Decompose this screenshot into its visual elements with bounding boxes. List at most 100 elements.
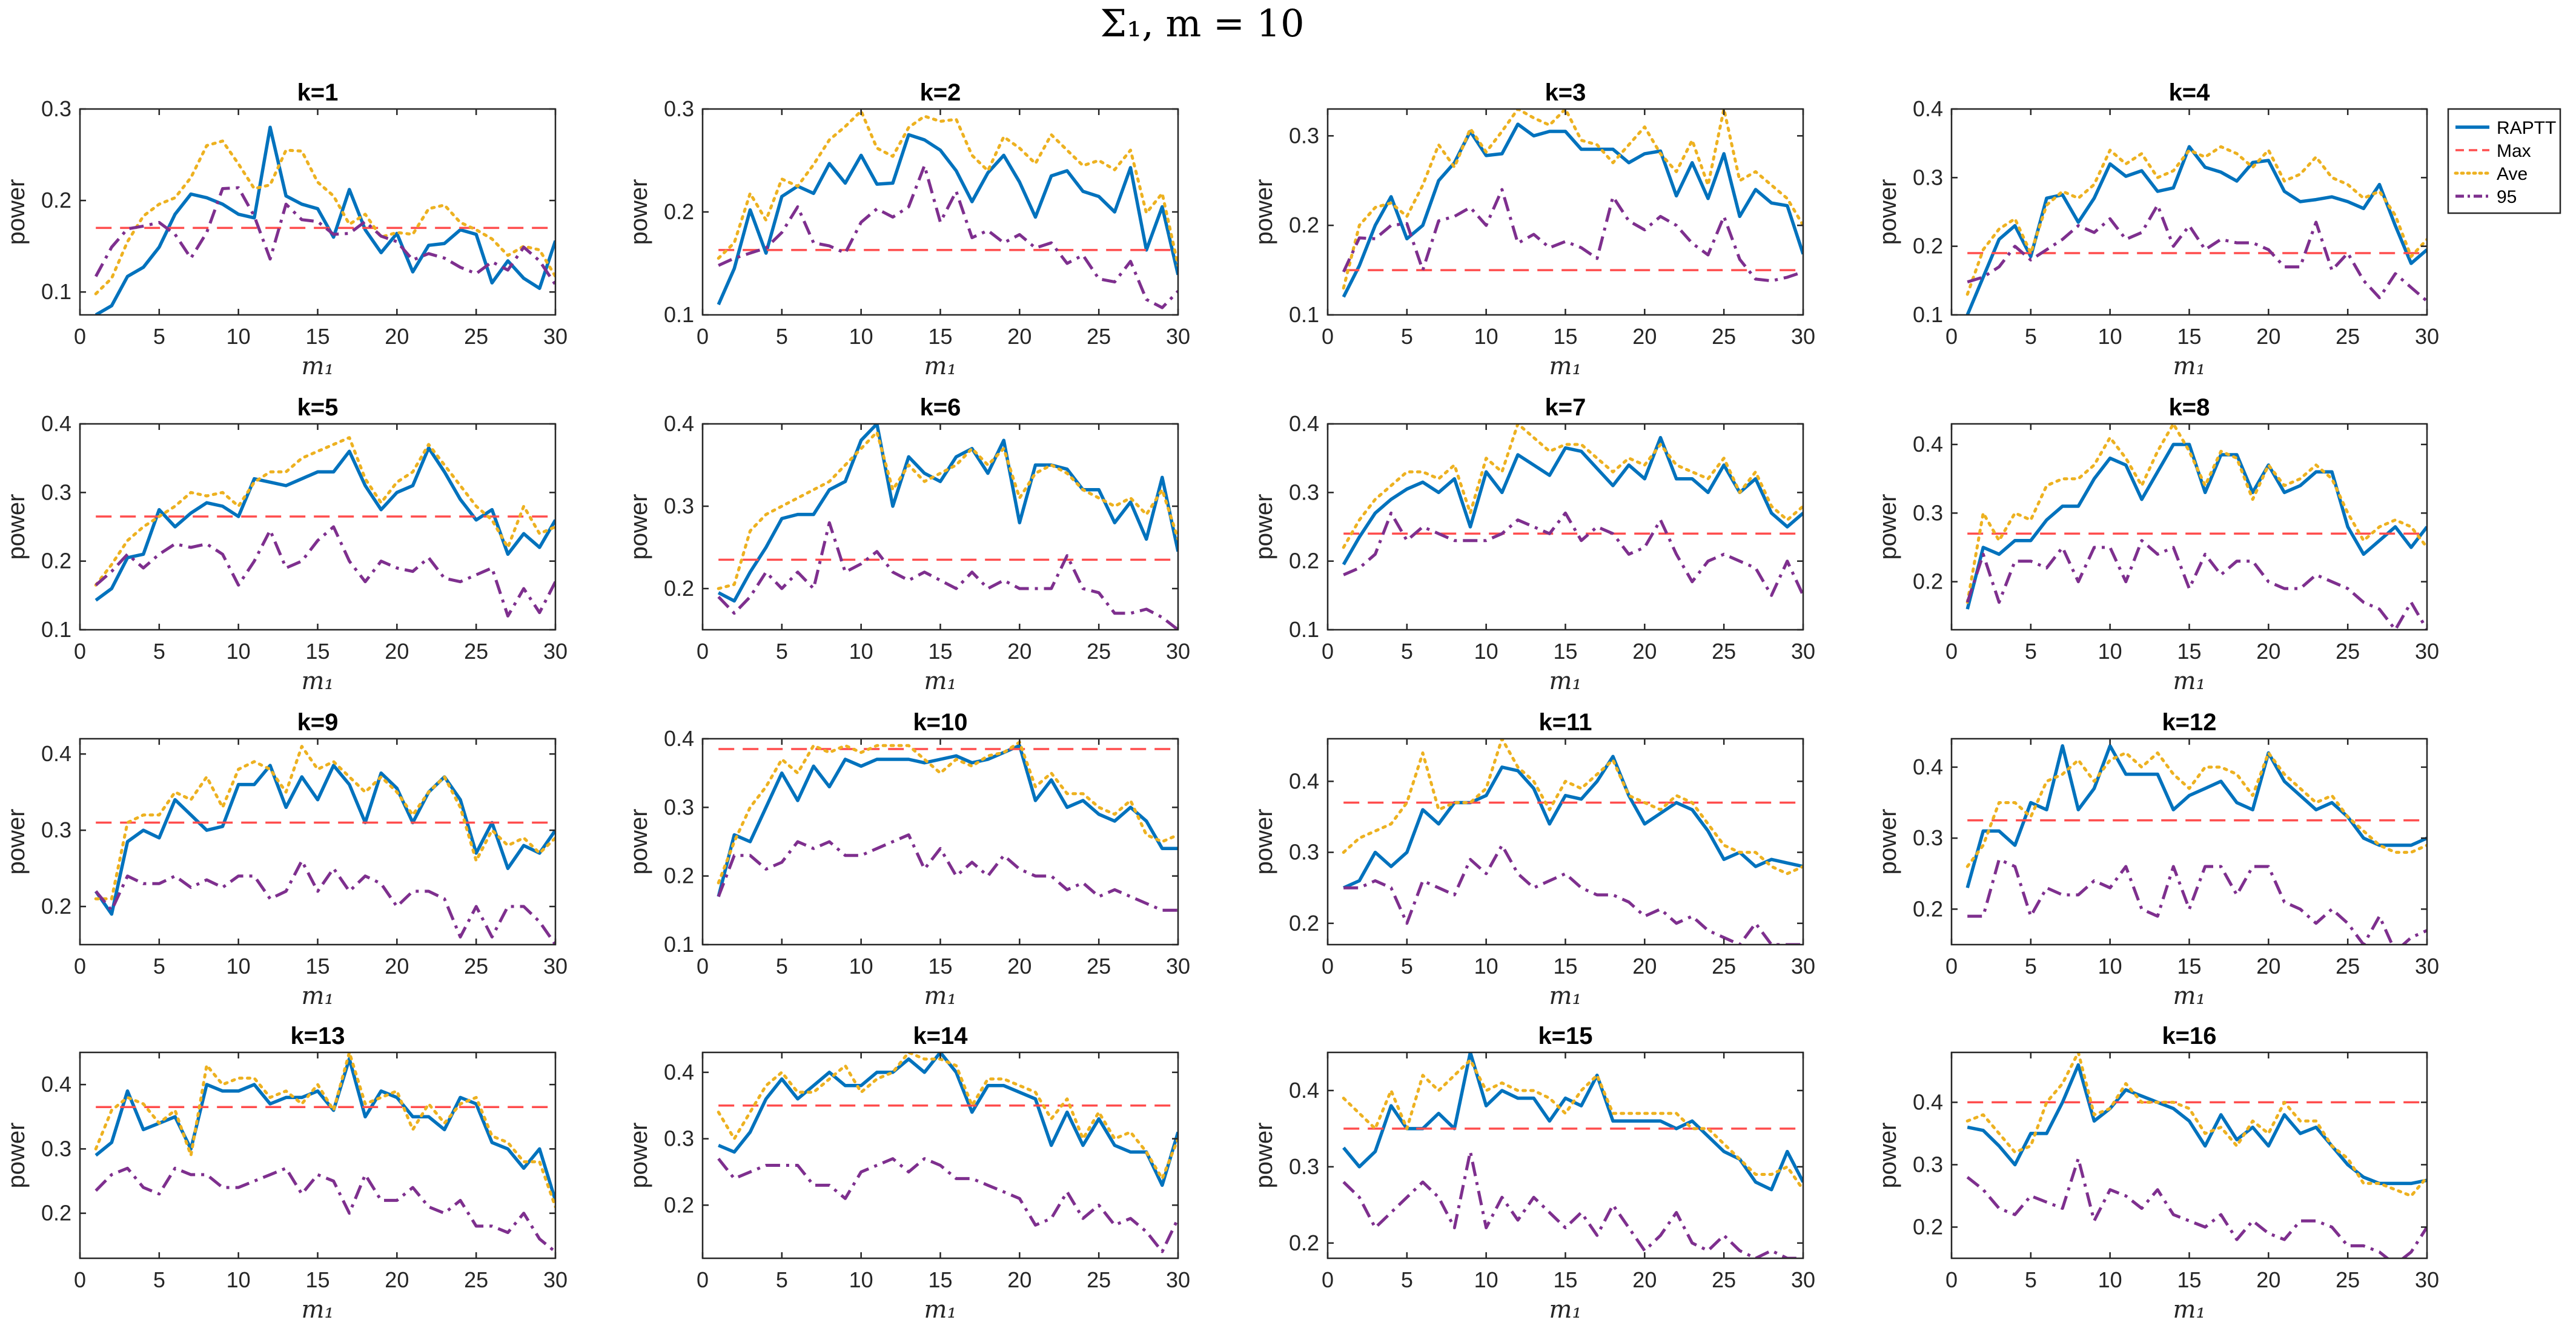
x-tick-label: 0 [1322,1267,1334,1292]
x-tick-label: 15 [1553,954,1577,979]
x-tick-label: 15 [2177,639,2201,664]
x-tick-label: 5 [2025,324,2037,349]
x-tick-label: 30 [543,1267,568,1292]
subplot-title: k=10 [913,709,967,736]
subplot-10: 0 5 10 15 20 25 30 0.1 0.2 0.3 0.4 k=10 m₁ power [626,709,1190,1010]
plot-area [703,109,1178,315]
series-line-95 [1342,188,1803,283]
x-tick-label: 0 [697,1267,709,1292]
y-tick-label: 0.3 [41,817,71,842]
x-tick-label: 15 [305,639,329,664]
x-tick-label: 30 [1791,639,1815,664]
series-group [717,109,1178,309]
series-line-ave [1342,1058,1803,1192]
x-tick-label: 25 [464,324,488,349]
subplot-title: k=8 [2169,394,2210,421]
series-line-95 [717,521,1178,630]
x-tick-label: 15 [928,639,952,664]
x-axis-label: m₁ [924,667,957,695]
x-tick-label: 10 [1474,639,1498,664]
subplot-title: k=15 [1538,1023,1592,1049]
subplot-15: 0 5 10 15 20 25 30 0.2 0.3 0.4 k=15 m₁ power [1251,1023,1815,1324]
y-tick-label: 0.4 [1289,1078,1319,1103]
x-tick-label: 30 [1791,954,1815,979]
series-line-95 [1966,1157,2427,1258]
legend-label-95: 95 [2497,187,2517,207]
series-line-95 [94,1166,555,1253]
y-tick-label: 0.3 [1913,500,1943,525]
x-tick-label: 5 [1401,1267,1413,1292]
x-tick-label: 15 [1553,1267,1577,1292]
subplot-14: 0 5 10 15 20 25 30 0.2 0.3 0.4 k=14 m₁ power [626,1023,1190,1324]
subplot-12: 0 5 10 15 20 25 30 0.2 0.3 0.4 k=12 m₁ power [1875,709,2439,1010]
x-tick-label: 25 [464,1267,488,1292]
x-tick-label: 20 [385,324,409,349]
x-axis-label: m₁ [2173,352,2206,380]
x-tick-label: 0 [1945,639,1958,664]
series-line-95 [1965,539,2427,630]
y-tick-label: 0.4 [41,411,71,436]
series-line-95 [1342,1150,1803,1258]
subplot-4: 0 5 10 15 20 25 30 0.1 0.2 0.3 0.4 k=4 m₁ power [1875,79,2439,380]
series-group [1965,424,2427,630]
x-tick-label: 25 [2336,954,2360,979]
x-tick-label: 5 [776,1267,788,1292]
series-line-ave [717,1052,1178,1180]
y-axis-label: power [3,494,30,560]
subplot-16: 0 5 10 15 20 25 30 0.2 0.3 0.4 k=16 m₁ power [1875,1023,2439,1324]
x-tick-label: 0 [697,639,709,664]
x-tick-label: 20 [385,1267,409,1292]
x-tick-label: 30 [1791,1267,1815,1292]
x-tick-label: 20 [1007,1267,1031,1292]
y-tick-label: 0.3 [664,96,694,121]
x-tick-label: 25 [1712,324,1736,349]
series-line-raptt [1342,435,1803,566]
series-line-95 [718,164,1178,309]
x-tick-label: 5 [776,639,788,664]
subplot-3: 0 5 10 15 20 25 30 0.1 0.2 0.3 k=3 m₁ power [1251,79,1815,380]
x-tick-label: 15 [305,324,329,349]
x-tick-label: 15 [305,1267,329,1292]
series-group [1342,739,1803,945]
y-axis-label: power [1251,179,1277,245]
subplot-title: k=4 [2169,79,2211,106]
subplot-title: k=16 [2162,1023,2216,1049]
x-tick-label: 25 [1712,639,1736,664]
y-axis-label: power [626,809,652,875]
y-tick-label: 0.2 [1913,234,1943,259]
plot-area [1952,109,2427,315]
x-tick-label: 25 [1087,639,1111,664]
legend: RAPTT Max Ave 95 [2447,108,2561,214]
y-tick-label: 0.1 [664,932,694,957]
y-tick-label: 0.2 [1289,549,1319,573]
subplot-11: 0 5 10 15 20 25 30 0.2 0.3 0.4 k=11 m₁ power [1251,709,1815,1010]
y-tick-label: 0.3 [41,480,71,504]
plot-area [1952,1052,2427,1258]
y-tick-label: 0.2 [1913,569,1943,594]
y-tick-label: 0.1 [664,302,694,327]
x-axis-label: m₁ [1549,667,1582,695]
x-tick-label: 10 [227,1267,251,1292]
y-tick-label: 0.3 [1289,1154,1319,1179]
x-tick-label: 30 [1166,324,1190,349]
x-tick-label: 15 [2177,324,2201,349]
series-line-95 [717,833,1178,912]
y-tick-label: 0.4 [1913,754,1943,779]
x-axis-label: m₁ [1549,982,1582,1010]
plot-area [703,739,1178,945]
y-tick-label: 0.3 [1913,1152,1943,1177]
plot-area [703,1052,1178,1258]
y-tick-label: 0.4 [664,1060,694,1084]
subplot-2: 0 5 10 15 20 25 30 0.1 0.2 0.3 k=2 m₁ power [626,79,1190,380]
subplot-1: 0 5 10 15 20 25 30 0.1 0.2 0.3 k=1 m₁ power [3,79,568,380]
y-tick-label: 0.3 [41,1136,71,1161]
y-tick-label: 0.2 [1289,213,1319,237]
y-tick-label: 0.2 [664,199,694,224]
series-line-ave [1965,145,2427,296]
x-tick-label: 0 [74,639,86,664]
y-tick-label: 0.3 [1289,480,1319,504]
y-tick-label: 0.1 [1913,302,1943,327]
y-axis-label: power [1875,809,1901,875]
series-line-ave [717,431,1178,590]
y-tick-label: 0.1 [41,279,71,304]
